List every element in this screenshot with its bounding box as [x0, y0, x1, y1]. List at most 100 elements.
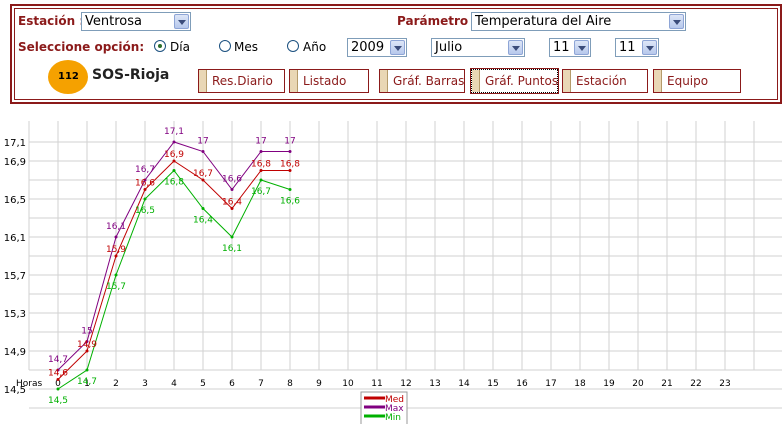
estacion-value: Ventrosa — [85, 14, 142, 29]
data-label-max: 16,7 — [135, 165, 155, 175]
data-label-max: 14,7 — [48, 355, 68, 365]
tab-graf-barras[interactable]: Gráf. Barras — [379, 69, 465, 93]
chevron-down-icon — [390, 40, 405, 55]
data-label-med: 14,6 — [48, 369, 68, 379]
x-tick-label: 0 — [55, 379, 61, 389]
data-point-med — [143, 188, 147, 191]
x-tick-label: 12 — [400, 379, 411, 389]
tab-equipo[interactable]: Equipo — [653, 69, 741, 93]
y-tick-label: 16,9 — [4, 157, 26, 168]
y-tick-label: 14,9 — [4, 347, 26, 358]
legend-label-max: Max — [385, 404, 404, 414]
tab-label: Gráf. Puntos — [485, 74, 559, 88]
tab-estacion[interactable]: Estación — [562, 69, 648, 93]
data-point-max — [172, 140, 176, 144]
data-point-med — [56, 378, 60, 381]
chevron-down-icon — [669, 14, 684, 29]
data-label-med: 16,8 — [251, 160, 271, 170]
radio-dia-label: Día — [170, 40, 190, 54]
data-point-med — [172, 159, 176, 163]
x-tick-label: 5 — [200, 379, 206, 389]
y-tick-label: 17,1 — [4, 138, 26, 149]
tab-graf-puntos[interactable]: Gráf. Puntos — [470, 68, 559, 94]
tab-label: Listado — [303, 74, 347, 88]
year-select[interactable]: 2009 — [347, 38, 407, 57]
data-label-min: 16,6 — [280, 197, 300, 207]
data-label-med: 16,7 — [193, 169, 213, 179]
data-label-min: 16,5 — [135, 206, 155, 216]
data-point-min — [230, 235, 234, 239]
x-tick-label: 9 — [316, 379, 322, 389]
x-tick-label: 22 — [690, 379, 701, 389]
x-tick-label: 10 — [342, 379, 354, 389]
data-point-med — [230, 207, 234, 210]
month-select[interactable]: Julio — [431, 38, 525, 57]
data-label-med: 16,6 — [135, 179, 155, 189]
parametro-label: Parámetro : — [397, 14, 478, 28]
x-axis-label: Horas — [16, 379, 42, 389]
data-point-max — [114, 235, 118, 239]
data-point-med — [259, 169, 263, 172]
data-label-min: 16,7 — [251, 187, 271, 197]
radio-dia[interactable] — [154, 40, 166, 52]
legend-label-med: Med — [385, 395, 404, 405]
data-point-max — [85, 340, 89, 343]
data-point-med — [201, 178, 205, 182]
data-label-med: 16,8 — [280, 160, 300, 170]
parametro-select[interactable]: Temperatura del Aire — [471, 12, 686, 31]
data-label-min: 16,8 — [164, 178, 184, 188]
sos-rioja-logo-icon — [48, 60, 88, 94]
y-tick-label: 15,7 — [4, 271, 26, 282]
x-tick-label: 2 — [113, 379, 119, 389]
x-tick-label: 19 — [603, 379, 615, 389]
data-label-min: 14,5 — [48, 396, 68, 406]
day-end-select[interactable]: 11 — [615, 38, 659, 57]
data-point-med — [288, 169, 292, 172]
data-point-min — [201, 207, 205, 210]
day-start-select[interactable]: 11 — [549, 38, 591, 57]
data-label-min: 16,1 — [222, 244, 242, 254]
data-label-med: 16,4 — [222, 198, 242, 208]
filter-panel: Estación : Ventrosa Parámetro : Temperat… — [10, 4, 782, 104]
y-tick-label: 14,5 — [4, 385, 26, 396]
radio-mes[interactable] — [219, 40, 231, 52]
x-tick-label: 14 — [458, 379, 470, 389]
x-tick-label: 15 — [487, 379, 498, 389]
data-label-max: 17,1 — [164, 127, 184, 137]
chevron-down-icon — [174, 14, 189, 29]
tab-label: Equipo — [667, 74, 709, 88]
radio-mes-label: Mes — [234, 40, 258, 54]
opcion-label: Seleccione opción: — [18, 40, 145, 54]
estacion-select[interactable]: Ventrosa — [81, 12, 191, 31]
x-tick-label: 20 — [632, 379, 644, 389]
x-tick-label: 7 — [258, 379, 264, 389]
radio-ano[interactable] — [287, 40, 299, 52]
data-point-max — [143, 178, 147, 182]
tab-label: Estación — [576, 74, 627, 88]
data-point-min — [85, 368, 89, 372]
data-label-med: 14,9 — [77, 340, 97, 350]
tab-res-diario[interactable]: Res.Diario — [198, 69, 285, 93]
data-label-max: 17 — [284, 137, 295, 147]
data-point-med — [85, 349, 89, 353]
data-label-max: 17 — [197, 137, 208, 147]
y-axis: 14,5 14,9 15,3 15,7 16,1 16,5 16,9 17,1 — [4, 138, 26, 396]
x-tick-label: 18 — [574, 379, 586, 389]
data-label-max: 17 — [255, 137, 266, 147]
logo-number: 112 — [58, 71, 79, 82]
data-point-min — [143, 197, 147, 201]
tab-listado[interactable]: Listado — [289, 69, 369, 93]
x-tick-label: 6 — [229, 379, 235, 389]
data-labels: 14,6 14,9 15,9 16,6 16,9 16,7 16,4 16,8 16,8 14,7… — [48, 127, 300, 406]
x-tick-label: 4 — [171, 379, 177, 389]
year-value: 2009 — [351, 40, 385, 55]
data-point-max — [230, 188, 234, 191]
data-label-max: 15 — [81, 327, 92, 337]
day-end-value: 11 — [619, 40, 636, 55]
data-point-med — [114, 254, 118, 258]
x-tick-label: 1 — [84, 379, 90, 389]
data-label-med: 15,9 — [106, 245, 126, 255]
data-label-min: 15,7 — [106, 282, 126, 292]
data-point-min — [288, 188, 292, 191]
